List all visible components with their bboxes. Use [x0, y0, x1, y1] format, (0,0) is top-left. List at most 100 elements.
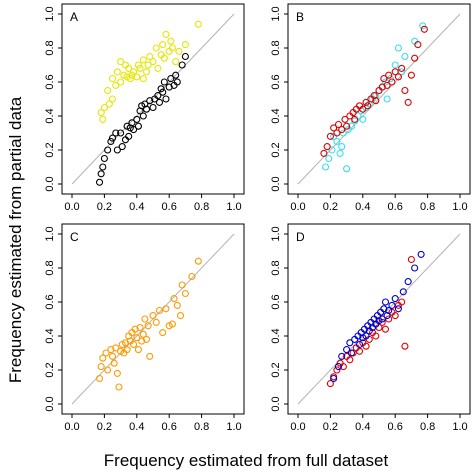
data-point: [343, 165, 351, 173]
data-point: [181, 52, 189, 61]
y-tick-label: 0.6: [44, 74, 56, 89]
data-point: [359, 115, 367, 123]
data-point: [391, 312, 399, 320]
data-point: [362, 98, 370, 106]
data-point: [391, 295, 399, 303]
data-point: [356, 340, 364, 349]
data-point: [380, 305, 388, 313]
data-point: [172, 58, 180, 66]
panel-letter: C: [70, 230, 79, 244]
data-point: [362, 332, 370, 340]
data-point: [338, 352, 346, 360]
x-tick-label: 0.4: [355, 421, 370, 433]
x-tick-label: 1.0: [452, 421, 467, 433]
data-point: [152, 318, 160, 326]
data-point: [334, 120, 343, 129]
data-point: [128, 119, 136, 127]
y-tick-label: 0.6: [270, 74, 282, 89]
x-tick-label: 1.0: [226, 201, 241, 213]
data-point: [188, 272, 196, 281]
x-tick-label: 0.4: [129, 201, 144, 213]
data-point: [95, 178, 104, 186]
y-tick-label: 0.8: [44, 40, 56, 55]
y-tick-label: 0.4: [270, 328, 282, 343]
data-point: [142, 68, 151, 76]
data-point: [417, 250, 425, 258]
x-tick-label: 0.8: [194, 421, 209, 433]
panel-letter: B: [296, 10, 304, 24]
x-tick-label: 0.2: [97, 201, 112, 213]
data-point: [162, 95, 170, 103]
panel-c: 0.0 0.2 0.4 0.6 0.8 1.0 0.0 0.2 0.4 0.6 0.8 1.0 C: [44, 223, 245, 433]
y-tick-label: 1.0: [270, 226, 282, 241]
x-tick-label: 0.8: [420, 201, 435, 213]
data-point: [108, 75, 117, 83]
data-point: [112, 129, 120, 137]
panel-letter: D: [296, 230, 305, 244]
data-point: [385, 71, 393, 79]
data-point: [131, 325, 139, 333]
data-point: [134, 346, 142, 354]
data-point: [173, 301, 181, 309]
y-tick-label: 0.0: [270, 396, 282, 411]
data-point: [125, 64, 133, 72]
data-point: [100, 154, 108, 163]
data-point: [351, 115, 359, 123]
data-point: [323, 143, 331, 151]
data-point: [113, 146, 121, 154]
data-point: [391, 61, 399, 69]
data-point: [113, 369, 121, 377]
x-tick-label: 0.6: [162, 201, 177, 213]
data-point: [178, 61, 186, 69]
data-point: [173, 78, 181, 86]
data-point: [149, 312, 157, 320]
data-point: [99, 115, 107, 123]
data-point: [356, 347, 364, 355]
data-point: [130, 340, 138, 349]
data-point: [401, 52, 409, 61]
data-point: [385, 306, 393, 315]
data-point: [139, 75, 147, 83]
data-point: [133, 334, 141, 342]
x-tick-label: 0.2: [323, 201, 338, 213]
data-point: [414, 41, 422, 49]
x-tick-label: 0.0: [64, 201, 79, 213]
data-point: [167, 75, 175, 83]
data-point: [130, 126, 138, 134]
panel-b: 0.0 0.2 0.4 0.6 0.8 1.0 0.0 0.2 0.4 0.6 0.8 1.0 B: [270, 3, 471, 213]
data-point: [157, 85, 165, 93]
x-tick-label: 0.6: [162, 421, 177, 433]
data-point: [154, 92, 162, 100]
data-point: [194, 20, 202, 28]
data-point: [404, 278, 412, 286]
data-point: [407, 71, 415, 79]
y-axis-title: Frequency estimated from partial data: [6, 96, 25, 383]
data-point: [141, 315, 149, 323]
data-point: [139, 56, 147, 64]
data-point: [420, 25, 428, 33]
panel-a: 0.0 0.2 0.4 0.6 0.8 1.0 0.0 0.2 0.4 0.6 0.8 1.0 A: [44, 3, 245, 213]
data-point: [162, 30, 170, 38]
data-point: [168, 44, 176, 52]
data-point: [155, 306, 164, 315]
data-point: [107, 346, 115, 354]
data-point: [333, 137, 341, 146]
data-point: [181, 41, 189, 49]
data-point: [149, 103, 157, 112]
reference-line: [71, 13, 235, 185]
data-point: [97, 363, 105, 371]
data-point: [378, 315, 386, 323]
data-point: [380, 75, 388, 83]
data-point: [95, 374, 104, 383]
x-tick-label: 0.6: [388, 421, 403, 433]
data-point: [146, 52, 154, 61]
data-point: [388, 78, 396, 86]
data-point: [398, 298, 406, 306]
data-point: [115, 383, 123, 391]
x-axis-title: Frequency estimated from full dataset: [104, 451, 389, 470]
data-point: [139, 112, 147, 120]
data-point: [97, 109, 105, 117]
data-point: [338, 143, 346, 151]
data-point: [178, 281, 186, 289]
